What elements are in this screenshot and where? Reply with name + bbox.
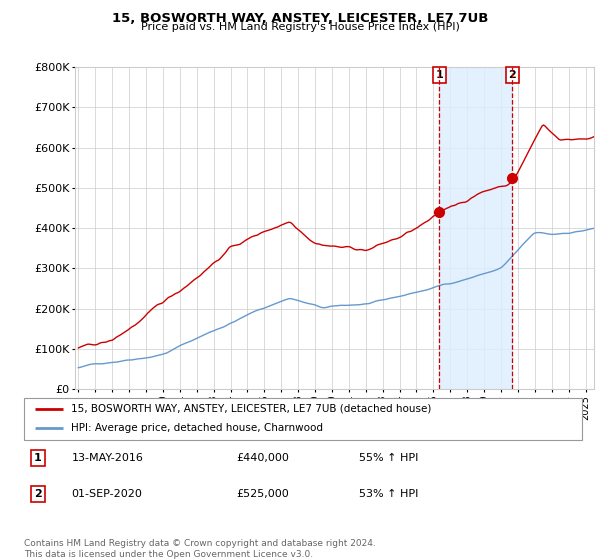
Text: 01-SEP-2020: 01-SEP-2020 bbox=[71, 489, 142, 499]
Text: 55% ↑ HPI: 55% ↑ HPI bbox=[359, 453, 418, 463]
Text: 13-MAY-2016: 13-MAY-2016 bbox=[71, 453, 143, 463]
Text: 15, BOSWORTH WAY, ANSTEY, LEICESTER, LE7 7UB (detached house): 15, BOSWORTH WAY, ANSTEY, LEICESTER, LE7… bbox=[71, 404, 432, 414]
Text: £440,000: £440,000 bbox=[236, 453, 289, 463]
Bar bbox=[439, 67, 512, 389]
Text: 1: 1 bbox=[436, 70, 443, 80]
Text: 1: 1 bbox=[34, 453, 42, 463]
FancyBboxPatch shape bbox=[24, 398, 582, 440]
Text: HPI: Average price, detached house, Charnwood: HPI: Average price, detached house, Char… bbox=[71, 423, 323, 433]
Text: 53% ↑ HPI: 53% ↑ HPI bbox=[359, 489, 418, 499]
Text: 15, BOSWORTH WAY, ANSTEY, LEICESTER, LE7 7UB: 15, BOSWORTH WAY, ANSTEY, LEICESTER, LE7… bbox=[112, 12, 488, 25]
Text: 2: 2 bbox=[508, 70, 516, 80]
Text: £525,000: £525,000 bbox=[236, 489, 289, 499]
Text: Contains HM Land Registry data © Crown copyright and database right 2024.
This d: Contains HM Land Registry data © Crown c… bbox=[24, 539, 376, 559]
Text: 2: 2 bbox=[34, 489, 42, 499]
Text: Price paid vs. HM Land Registry's House Price Index (HPI): Price paid vs. HM Land Registry's House … bbox=[140, 22, 460, 32]
